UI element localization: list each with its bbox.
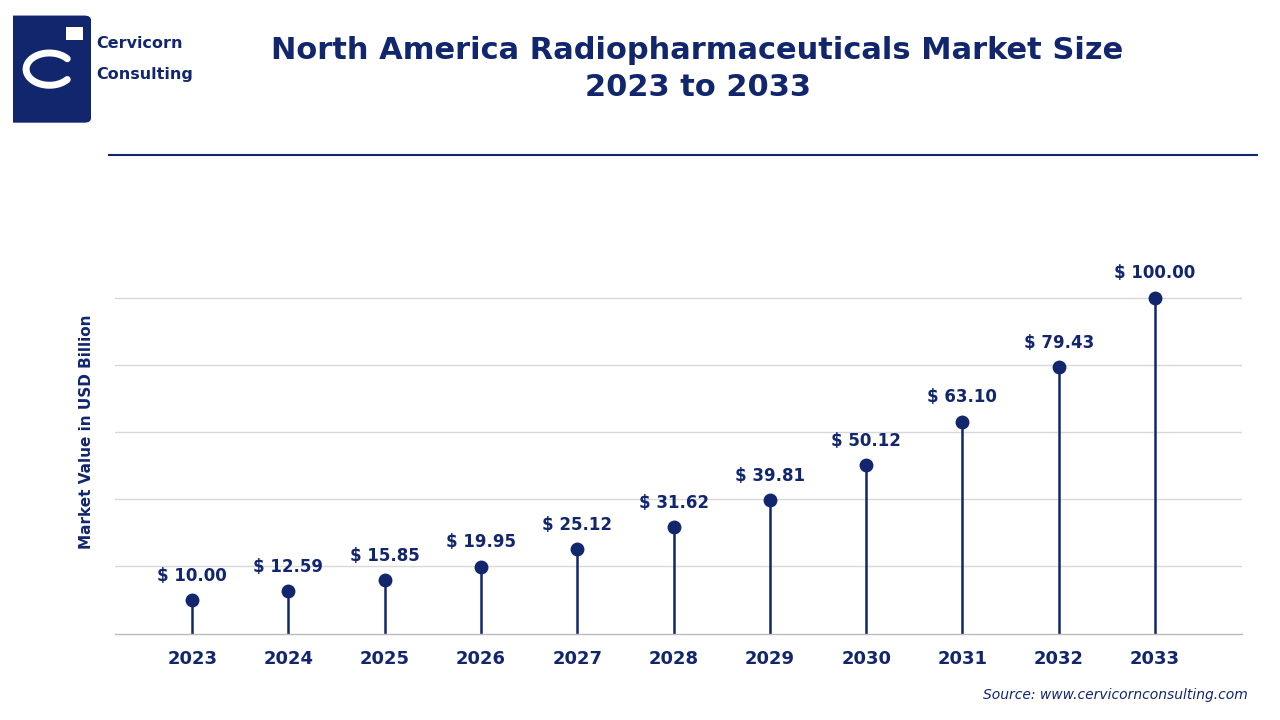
Text: $ 31.62: $ 31.62	[639, 494, 709, 512]
Text: $ 63.10: $ 63.10	[928, 389, 997, 407]
Bar	[67, 27, 83, 40]
Text: $ 79.43: $ 79.43	[1024, 333, 1094, 351]
Text: $ 19.95: $ 19.95	[445, 534, 516, 552]
Text: $ 10.00: $ 10.00	[157, 567, 227, 585]
Text: $ 25.12: $ 25.12	[543, 516, 612, 534]
Text: $ 39.81: $ 39.81	[735, 467, 805, 485]
Text: Cervicorn: Cervicorn	[96, 36, 183, 50]
Text: $ 50.12: $ 50.12	[831, 432, 901, 450]
Text: $ 15.85: $ 15.85	[349, 547, 420, 565]
FancyBboxPatch shape	[8, 16, 91, 122]
Text: $ 100.00: $ 100.00	[1115, 264, 1196, 282]
Text: Consulting: Consulting	[96, 67, 193, 82]
Y-axis label: Market Value in USD Billion: Market Value in USD Billion	[79, 315, 95, 549]
Text: North America Radiopharmaceuticals Market Size
2023 to 2033: North America Radiopharmaceuticals Marke…	[271, 36, 1124, 102]
Text: Source: www.cervicornconsulting.com: Source: www.cervicornconsulting.com	[983, 688, 1248, 702]
Text: $ 12.59: $ 12.59	[253, 558, 324, 576]
